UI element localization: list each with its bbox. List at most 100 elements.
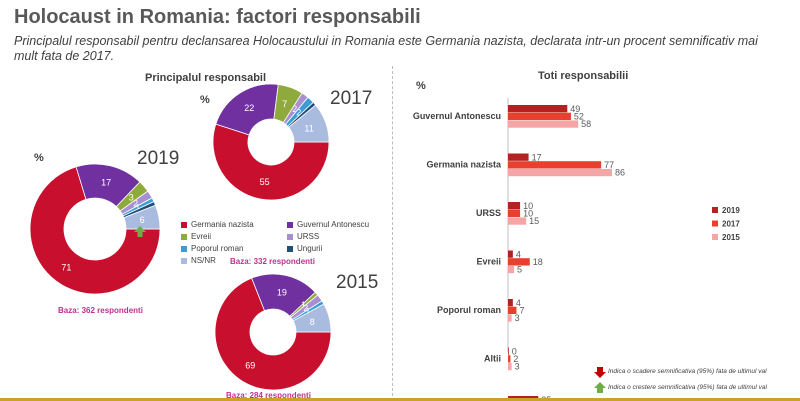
legend-item: Poporul roman: [181, 244, 243, 253]
bar-category-label: URSS: [476, 208, 501, 218]
bar-2019: [508, 347, 509, 355]
bar-value-2019: 17: [532, 152, 542, 162]
donut-2017-label-guvernul-antonescu: 22: [244, 103, 254, 113]
donut-2017-slice-guvernul-antonescu: [215, 83, 279, 136]
donut-2017-base: Baza: 332 respondenti: [230, 257, 315, 266]
bar-legend-label-2015: 2015: [722, 233, 740, 242]
bar-category-label: Guvernul Antonescu: [413, 111, 501, 121]
donut-2017-slice-germania-nazista: [212, 123, 330, 201]
donut-2017-label-urss: 2: [292, 104, 297, 114]
note-up-text: Indica o crestere semnificativa (95%) fa…: [608, 384, 767, 391]
bar-value-2017: 52: [574, 112, 584, 122]
bar-2019: [508, 202, 521, 210]
page-subtitle: Principalul responsabil pentru declansar…: [14, 34, 758, 63]
bar-2015: [508, 168, 613, 177]
donut-2017-label-evreii: 7: [282, 99, 287, 109]
bar-value-2015: 58: [581, 119, 591, 129]
donut-2017-label-ns-nr: 11: [304, 123, 313, 133]
bar-2017: [508, 355, 511, 363]
bar-2015: [508, 265, 515, 274]
legend-swatch: [181, 245, 187, 252]
bar-2015: [508, 314, 512, 322]
bar-value-2015: 86: [615, 168, 625, 178]
donut-2015-base: Baza: 284 respondenti: [226, 391, 311, 400]
bar-value-2019: 49: [570, 104, 580, 114]
legend-swatch: [287, 221, 293, 228]
bar-2017: [508, 161, 602, 169]
bar-value-2019: 4: [516, 298, 521, 308]
donut-2019-label-ns-nr: 6: [140, 215, 145, 225]
donut-2019-year: 2019: [137, 148, 180, 169]
bar-value-2015: 15: [529, 216, 539, 226]
legend-swatch: [181, 257, 187, 264]
donut-2019-slice-ns-nr: [123, 204, 161, 230]
bar-2019: [508, 105, 568, 113]
donut-2019-label-poporul-roman: 1: [135, 202, 140, 212]
bar-value-2017: 7: [519, 306, 524, 316]
donut-2015-year: 2015: [336, 272, 379, 293]
bar-2017: [508, 306, 517, 314]
bar-value-2015: 5: [517, 265, 522, 275]
donut-2015-slice-germania-nazista: [214, 277, 332, 391]
section-divider: [392, 66, 393, 396]
donut-2017-year: 2017: [330, 88, 373, 109]
donut-2015-label-evreii: 1: [301, 300, 306, 310]
donut-2015-label-ns-nr: 8: [310, 317, 315, 327]
legend-item: Evreii: [181, 232, 211, 241]
bar-value-2017: 10: [523, 209, 533, 219]
donut-2019-slice-germania-nazista: [29, 166, 161, 295]
legend-item: NS/NR: [181, 256, 216, 265]
bar-legend-label-2019: 2019: [722, 206, 740, 215]
bar-2015: [508, 217, 527, 225]
donut-2019-label-guvernul-antonescu: 17: [101, 177, 111, 187]
bar-legend-swatch-2017: [712, 220, 718, 227]
donut-2015-label-germania-nazista: 69: [245, 360, 255, 370]
legend-swatch: [181, 233, 187, 240]
note-down-text: Indica o scadere semnificativa (95%) fat…: [608, 368, 767, 375]
bar-category-label: Evreii: [476, 257, 501, 267]
legend-item: Germania nazista: [181, 220, 254, 229]
legend-swatch: [181, 221, 187, 228]
legend-item: Ungurii: [287, 244, 322, 253]
page-title: Holocaust in Romania: factori responsabi…: [14, 6, 421, 28]
bar-legend-label-2017: 2017: [722, 220, 740, 229]
bar-value-2019: 25: [541, 395, 551, 401]
donut-2019-pct-label: %: [34, 152, 44, 164]
bar-value-2015: 3: [515, 313, 520, 323]
legend-item: URSS: [287, 232, 319, 241]
donut-2015-label-poporul-roman: 1: [305, 306, 310, 316]
legend-label: NS/NR: [191, 256, 216, 265]
bar-2017: [508, 209, 521, 217]
donut-2017-label-germania-nazista: 55: [260, 177, 270, 187]
legend-label: Poporul roman: [191, 244, 244, 253]
donut-2015-label-urss: 2: [303, 303, 308, 313]
bar-2019: [508, 153, 529, 161]
donut-2019-label-germania-nazista: 71: [61, 263, 71, 273]
bar-chart-pct-label: %: [416, 80, 426, 92]
bar-value-2017: 77: [604, 160, 614, 170]
donut-2019-label-evreii: 3: [129, 193, 134, 203]
footer-accent-line: [0, 398, 800, 401]
legend-item: Guvernul Antonescu: [287, 220, 369, 229]
legend-swatch: [287, 233, 293, 240]
down-arrow-icon: [594, 367, 606, 378]
bar-2017: [508, 258, 530, 266]
legend-label: Guvernul Antonescu: [297, 220, 370, 229]
legend-swatch: [287, 245, 293, 252]
legend-label: Evreii: [191, 232, 212, 241]
donut-2015-slice-ns-nr: [292, 303, 332, 333]
bar-value-2015: 3: [515, 362, 520, 372]
bar-value-2019: 4: [516, 249, 521, 259]
bar-2015: [508, 120, 579, 128]
left-section-title: Principalul responsabil: [145, 72, 267, 84]
bar-value-2019: 0: [512, 346, 517, 356]
donut-2019-up-arrow-icon: [134, 226, 146, 237]
up-arrow-icon: [594, 382, 606, 393]
donut-2019-base: Baza: 362 respondenti: [58, 306, 143, 315]
bar-value-2017: 2: [513, 354, 518, 364]
donut-2017-label-poporul-roman: 2: [296, 107, 301, 117]
bar-category-label: Altii: [484, 354, 501, 364]
bar-category-label: Germania nazista: [426, 160, 502, 170]
legend-label: Ungurii: [297, 244, 323, 253]
